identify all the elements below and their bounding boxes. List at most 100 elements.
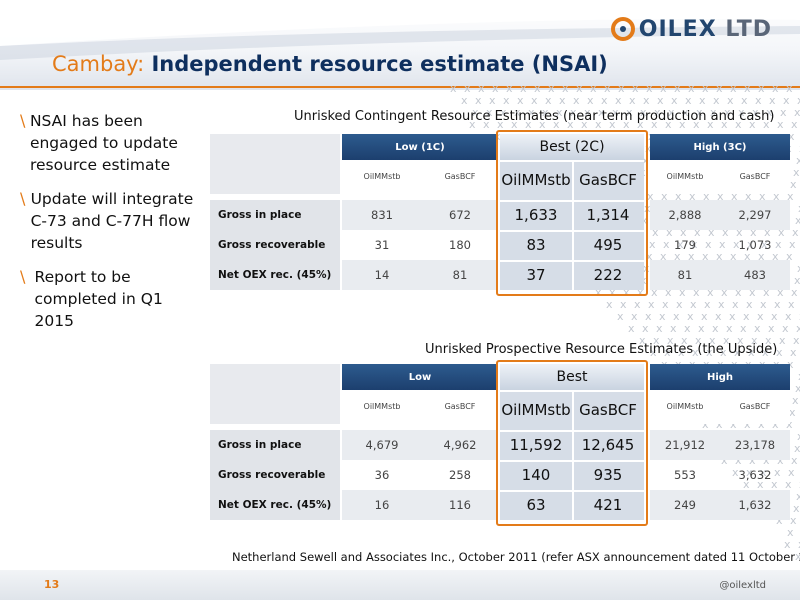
svg-text:x: x [748, 346, 755, 359]
svg-text:x: x [615, 94, 622, 107]
svg-text:x: x [737, 334, 744, 347]
value-cell: 37 [500, 260, 572, 290]
subheader-quantity: Gas [579, 171, 608, 189]
svg-text:x: x [759, 190, 766, 203]
svg-text:x: x [684, 322, 691, 335]
value-cell: 3,632 [738, 468, 772, 482]
svg-text:x: x [769, 94, 776, 107]
subheader-unit: BCF [754, 402, 771, 411]
subheader-quantity: Oil [666, 172, 678, 181]
value-cell: 258 [449, 468, 471, 482]
svg-text:x: x [675, 190, 682, 203]
svg-text:x: x [731, 190, 738, 203]
svg-text:x: x [796, 154, 800, 167]
svg-text:x: x [517, 94, 524, 107]
svg-text:x: x [789, 238, 796, 251]
svg-text:x: x [542, 106, 549, 119]
svg-text:x: x [760, 466, 767, 479]
svg-text:x: x [798, 202, 800, 215]
value-cell: 179 [674, 238, 696, 252]
svg-text:x: x [790, 178, 797, 191]
svg-text:x: x [709, 334, 716, 347]
svg-text:x: x [626, 106, 633, 119]
svg-text:x: x [788, 466, 795, 479]
svg-text:x: x [749, 286, 756, 299]
value-cell: 495 [572, 230, 644, 260]
svg-text:x: x [749, 454, 756, 467]
svg-text:x: x [628, 322, 635, 335]
bullet-item: \ Update will integrate C-73 and C-77H f… [20, 188, 200, 254]
svg-text:x: x [744, 250, 751, 263]
group-header-low: Low [342, 364, 498, 390]
svg-text:x: x [704, 298, 711, 311]
svg-text:x: x [794, 274, 800, 287]
svg-text:x: x [730, 82, 737, 95]
svg-text:x: x [796, 322, 800, 335]
svg-text:x: x [735, 286, 742, 299]
subheader-cell: Gas BCF [720, 390, 790, 424]
svg-text:x: x [786, 82, 793, 95]
svg-text:x: x [637, 118, 644, 131]
value-cell: 81 [422, 260, 498, 290]
svg-text:x: x [716, 250, 723, 263]
svg-text:x: x [528, 106, 535, 119]
svg-text:x: x [732, 466, 739, 479]
row-label: Gross recoverable [210, 230, 340, 260]
group-header-high: High [650, 364, 790, 390]
value-cell: 1,632 [720, 490, 790, 520]
prospective-resource-table: Low Best High Oil MMstb Gas BCF Oil MMstb Gas BCF O… [210, 360, 790, 526]
svg-text:x: x [673, 310, 680, 323]
svg-text:x: x [788, 298, 795, 311]
svg-text:x: x [464, 82, 471, 95]
table-corner [210, 134, 340, 194]
svg-text:x: x [545, 94, 552, 107]
svg-text:x: x [688, 250, 695, 263]
svg-text:x: x [775, 238, 782, 251]
value-cell: 140 [500, 460, 572, 490]
bullet-text: Update will integrate C-73 and C-77H flo… [30, 190, 194, 252]
svg-text:x: x [660, 82, 667, 95]
svg-text:x: x [786, 250, 793, 263]
svg-text:x: x [758, 82, 765, 95]
svg-text:x: x [730, 418, 737, 431]
header-swoosh [0, 0, 800, 60]
svg-text:x: x [741, 94, 748, 107]
value-cell: 23,178 [720, 430, 790, 460]
svg-text:x: x [796, 490, 800, 503]
svg-text:x: x [717, 190, 724, 203]
logo-prefix: OILEX [638, 16, 717, 42]
svg-text:x: x [643, 94, 650, 107]
svg-text:x: x [652, 226, 659, 239]
svg-text:x: x [721, 454, 728, 467]
svg-text:x: x [708, 226, 715, 239]
svg-text:x: x [609, 118, 616, 131]
svg-text:x: x [777, 454, 784, 467]
svg-text:x: x [735, 118, 742, 131]
row-label: Gross in place [210, 430, 340, 460]
svg-text:x: x [539, 118, 546, 131]
svg-text:x: x [791, 286, 798, 299]
svg-text:x: x [749, 118, 756, 131]
svg-text:x: x [676, 298, 683, 311]
svg-text:x: x [665, 118, 672, 131]
svg-text:x: x [623, 286, 630, 299]
svg-text:x: x [744, 418, 751, 431]
svg-text:x: x [712, 322, 719, 335]
svg-text:x: x [642, 322, 649, 335]
svg-text:x: x [612, 106, 619, 119]
group-header-best: Best [500, 364, 644, 390]
svg-text:x: x [778, 226, 785, 239]
svg-text:x: x [670, 322, 677, 335]
subheader-unit: BCF [754, 172, 771, 181]
oilex-logo-icon [610, 17, 635, 41]
value-cell: 180 [449, 238, 471, 252]
value-cell: 31 [374, 238, 390, 252]
svg-text:x: x [606, 298, 613, 311]
svg-text:x: x [664, 346, 671, 359]
svg-text:x: x [553, 118, 560, 131]
svg-text:x: x [679, 286, 686, 299]
svg-text:x: x [794, 106, 800, 119]
svg-text:x: x [797, 94, 800, 107]
svg-text:x: x [792, 226, 799, 239]
svg-text:x: x [734, 346, 741, 359]
